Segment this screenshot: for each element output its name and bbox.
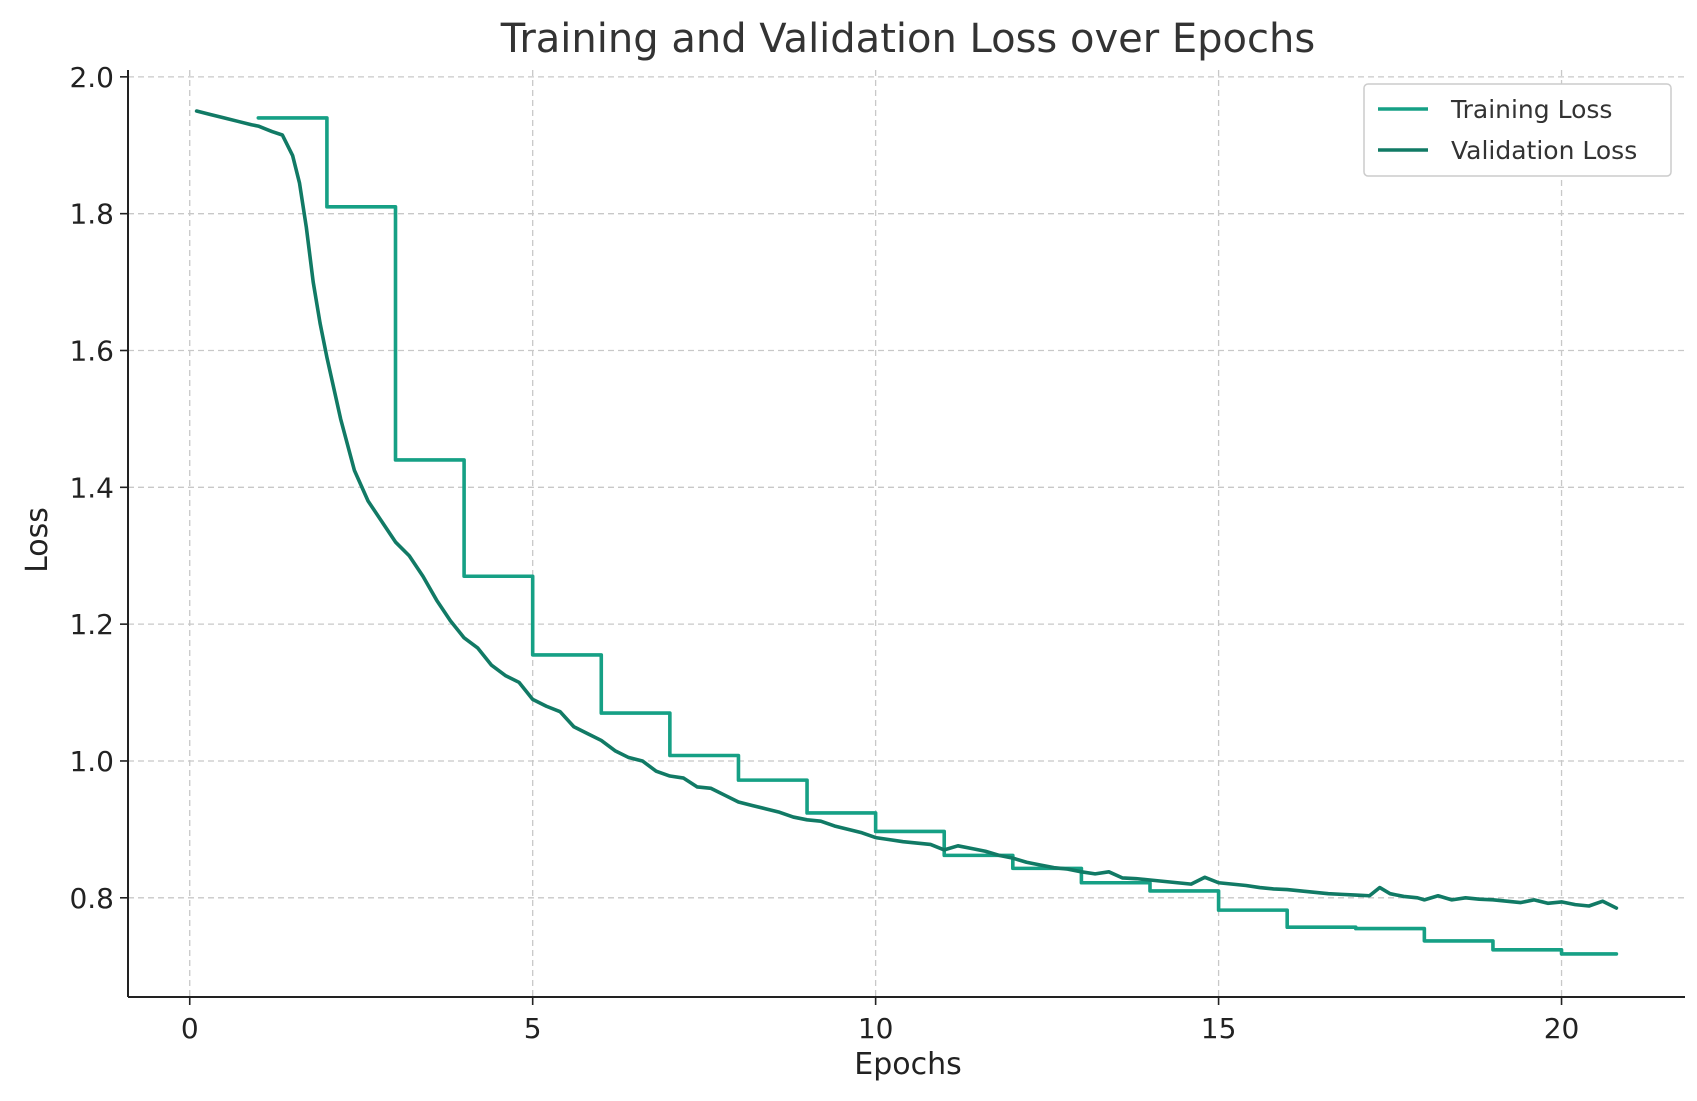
legend-frame (1363, 83, 1672, 177)
legend-label-training-loss: Training Loss (1450, 95, 1612, 124)
ticks-layer: 0 5 10 15 20 0.8 1.0 1.2 1.4 1.6 1.8 2.0 (69, 61, 1579, 1045)
axes-layer (127, 70, 1685, 998)
y-tick-label-4: 1.6 (69, 334, 114, 367)
x-tick-label-0: 0 (181, 1012, 199, 1045)
y-axis-label: Loss (20, 507, 55, 573)
series-line-training-loss (256, 116, 1619, 956)
legend-label-validation-loss: Validation Loss (1451, 136, 1637, 165)
y-tick-label-3: 1.4 (69, 471, 114, 504)
y-tick-label-5: 1.8 (69, 198, 114, 231)
y-tick-label-1: 1.0 (69, 745, 114, 778)
chart-title: Training and Validation Loss over Epochs (500, 16, 1315, 62)
x-tick-label-1: 5 (524, 1012, 542, 1045)
x-tick-label-2: 10 (858, 1012, 894, 1045)
grid-layer (128, 70, 1685, 997)
y-tick-label-6: 2.0 (69, 61, 114, 94)
series-line-validation-loss (194, 109, 1619, 910)
legend: Training Loss Validation Loss (1363, 83, 1672, 177)
x-axis-label: Epochs (854, 1047, 962, 1082)
x-tick-label-4: 20 (1544, 1012, 1580, 1045)
x-tick-label-3: 15 (1201, 1012, 1237, 1045)
y-tick-label-0: 0.8 (69, 882, 114, 915)
y-tick-label-2: 1.2 (69, 608, 114, 641)
series-layer (194, 109, 1619, 956)
